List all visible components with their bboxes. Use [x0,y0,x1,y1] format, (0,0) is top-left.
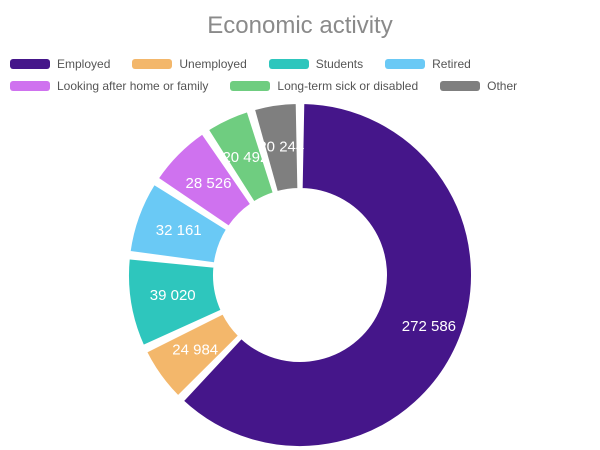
legend-swatch-other [440,81,481,91]
slices-group [127,102,473,448]
legend-item-unemployed[interactable]: Unemployed [132,56,247,72]
legend-label-retired: Retired [432,57,471,71]
slice-retired[interactable] [128,182,229,265]
slice-unemployed[interactable] [145,312,241,398]
legend-label-looking-after-home: Looking after home or family [57,79,209,93]
legend-label-unemployed: Unemployed [179,57,247,71]
slice-long-term-sick-or-disabled[interactable] [206,110,275,204]
legend-item-students[interactable]: Students [268,56,364,72]
slice-students[interactable] [127,257,223,347]
legend-swatch-students [268,59,309,69]
legend-item-looking-after-home[interactable]: Looking after home or family [10,78,208,94]
slice-value-label: 24 984 [172,341,218,358]
legend-item-retired[interactable]: Retired [385,56,471,72]
legend-label-other: Other [487,79,518,93]
slice-value-label: 28 526 [186,175,232,192]
legend-swatch-retired [385,59,426,69]
slice-value-label: 272 586 [402,318,456,335]
slice-value-label: 32 161 [156,222,202,239]
slice-looking-after-home-or-family[interactable] [156,132,253,228]
legend-item-long-term-sick[interactable]: Long-term sick or disabled [230,78,418,94]
slice-value-label: 20 492 [222,149,268,166]
legend-swatch-looking-after-home [10,81,50,91]
legend-item-employed[interactable]: Employed [10,56,110,72]
slice-employed[interactable] [181,102,473,448]
chart-title: Economic activity [207,12,393,39]
legend-label-long-term-sick: Long-term sick or disabled [277,79,419,93]
slice-value-label: 39 020 [150,287,196,304]
legend: Employed Unemployed Students Retired Loo… [10,56,590,94]
legend-item-other[interactable]: Other [440,78,517,94]
slice-other[interactable] [252,102,300,194]
legend-label-students: Students [315,57,364,71]
slice-value-label: 20 244 [258,138,304,155]
legend-swatch-unemployed [132,59,173,69]
legend-label-employed: Employed [57,57,111,71]
labels-group: 272 586 24 984 39 020 32 161 28 526 20 49220 … [150,138,456,358]
legend-swatch-employed [10,59,50,69]
legend-swatch-long-term-sick [230,81,271,91]
